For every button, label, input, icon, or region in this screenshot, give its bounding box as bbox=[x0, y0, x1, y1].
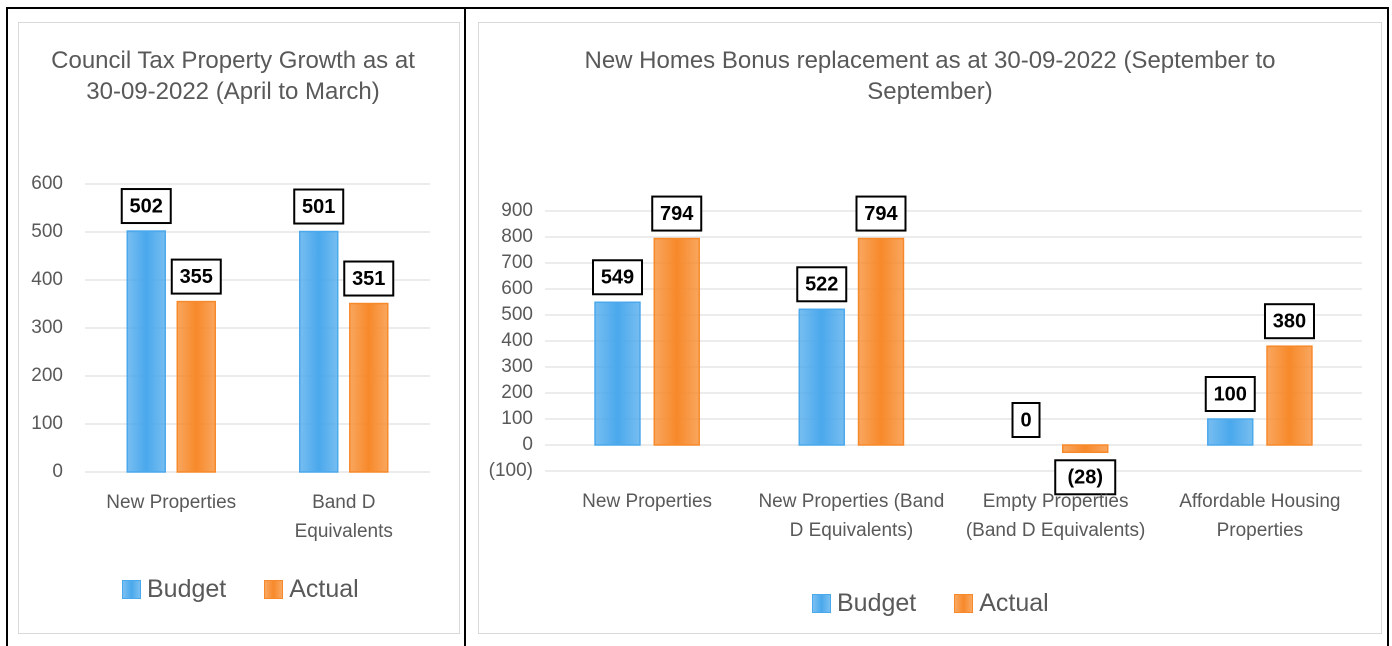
chart-title: New Homes Bonus replacement as at 30-09-… bbox=[584, 47, 1276, 105]
y-tick-label: 600 bbox=[31, 173, 63, 194]
bar bbox=[653, 237, 700, 446]
x-tick-label: Band D Equivalents bbox=[294, 492, 393, 542]
legend-swatch bbox=[122, 580, 141, 599]
y-tick-label: (100) bbox=[489, 460, 533, 481]
chart-title: Council Tax Property Growth as at 30-09-… bbox=[51, 47, 415, 105]
x-tick-label: New Properties bbox=[106, 492, 237, 513]
y-tick-label: 200 bbox=[31, 365, 63, 386]
data-label: 0 bbox=[1020, 409, 1031, 431]
table-border bbox=[6, 7, 8, 646]
legend-label: Actual bbox=[979, 589, 1049, 617]
x-tick-label: New Properties bbox=[582, 491, 713, 512]
data-label: 380 bbox=[1273, 310, 1306, 332]
y-tick-label: 400 bbox=[501, 330, 533, 351]
data-label-box bbox=[170, 258, 222, 295]
legend-item: Actual bbox=[264, 575, 359, 604]
data-label: (28) bbox=[1067, 467, 1103, 489]
y-tick-label: 100 bbox=[501, 408, 533, 429]
y-tick-label: 300 bbox=[31, 317, 63, 338]
legend-swatch bbox=[954, 594, 974, 613]
data-label: 355 bbox=[180, 266, 213, 288]
legend-item: Budget bbox=[122, 575, 226, 604]
y-tick-label: 0 bbox=[522, 434, 533, 455]
data-label-box bbox=[855, 195, 907, 232]
table-border bbox=[464, 7, 466, 646]
legend: Budget Actual bbox=[812, 589, 1087, 618]
data-label: 100 bbox=[1214, 383, 1247, 405]
bar bbox=[1062, 444, 1109, 454]
y-tick-label: 400 bbox=[31, 269, 63, 290]
y-tick-label: 300 bbox=[501, 356, 533, 377]
data-label-box bbox=[343, 260, 395, 297]
data-label: 351 bbox=[352, 268, 385, 290]
legend-swatch bbox=[812, 594, 831, 613]
legend: Budget Actual bbox=[122, 575, 397, 604]
data-label: 794 bbox=[660, 203, 694, 225]
data-label: 794 bbox=[864, 203, 898, 225]
bar bbox=[1266, 345, 1313, 446]
bar bbox=[349, 302, 389, 473]
data-label-box bbox=[1054, 459, 1117, 496]
x-tick-label: New Properties (Band D Equivalents) bbox=[758, 491, 945, 541]
bar bbox=[176, 300, 216, 473]
y-tick-label: 900 bbox=[501, 200, 533, 221]
data-label-box bbox=[592, 259, 644, 296]
y-tick-label: 100 bbox=[31, 413, 63, 434]
bar bbox=[299, 230, 339, 473]
bar bbox=[798, 308, 845, 446]
legend-item: Actual bbox=[954, 589, 1049, 618]
y-tick-label: 700 bbox=[501, 252, 533, 273]
data-label-box bbox=[293, 188, 345, 225]
bar bbox=[594, 301, 641, 446]
data-label: 502 bbox=[130, 195, 163, 217]
bar bbox=[857, 237, 905, 446]
data-label-box bbox=[1263, 303, 1315, 340]
bar bbox=[126, 230, 166, 473]
table-border bbox=[1387, 7, 1389, 646]
legend-label: Budget bbox=[837, 589, 917, 617]
legend-label: Budget bbox=[147, 575, 227, 603]
y-tick-label: 500 bbox=[501, 304, 533, 325]
data-label: 522 bbox=[805, 274, 838, 296]
x-tick-label: Empty Properties (Band D Equivalents) bbox=[965, 491, 1146, 541]
legend-swatch bbox=[264, 580, 284, 599]
data-label: 501 bbox=[302, 196, 335, 218]
legend-label: Actual bbox=[289, 575, 359, 603]
table-border bbox=[7, 7, 1389, 9]
data-label-box bbox=[120, 188, 172, 225]
y-tick-label: 0 bbox=[52, 461, 63, 482]
data-label-box bbox=[796, 266, 848, 303]
y-tick-label: 200 bbox=[501, 382, 533, 403]
y-tick-label: 500 bbox=[31, 221, 63, 242]
y-tick-label: 800 bbox=[501, 226, 533, 247]
x-tick-label: Affordable Housing Properties bbox=[1179, 491, 1341, 541]
data-label-box bbox=[651, 195, 703, 232]
legend-item: Budget bbox=[812, 589, 916, 618]
y-tick-label: 600 bbox=[501, 278, 533, 299]
bar bbox=[1207, 418, 1254, 446]
data-label-box bbox=[1204, 376, 1256, 412]
data-label: 549 bbox=[601, 267, 634, 289]
data-label-box bbox=[1011, 402, 1041, 438]
